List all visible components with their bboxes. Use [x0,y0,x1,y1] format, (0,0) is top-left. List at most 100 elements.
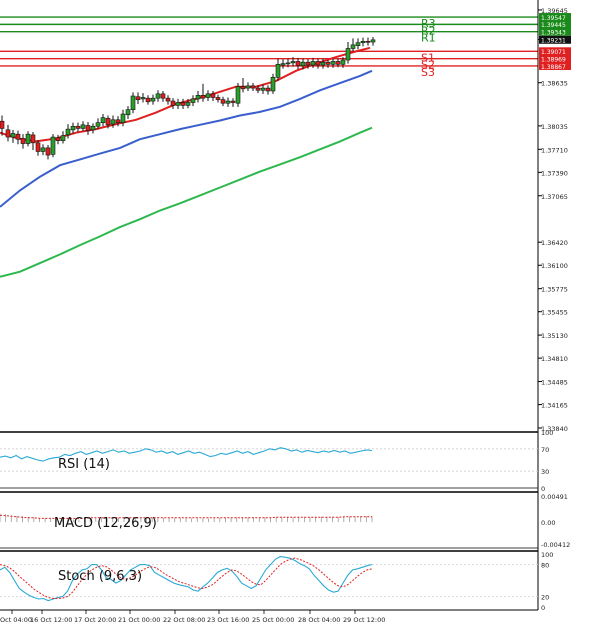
level-price-label-r3: 1.39547 [541,15,566,22]
candle-body [100,117,106,123]
candle-body [340,59,346,65]
y-tick-label: 1.34810 [541,355,568,363]
candle-body [165,97,171,102]
candle-body [315,61,321,66]
level-name-s1: S1 [421,51,435,64]
x-tick-label: 21 Oct 00:00 [118,616,160,624]
candle-body [25,133,31,144]
candle-body [220,99,226,104]
macd-tick-label: 0.00 [541,519,555,527]
candle-body [335,61,341,65]
x-tick-label: 17 Oct 20:00 [74,616,116,624]
candle-body [205,93,211,98]
candle-body [10,133,16,138]
candle-body [310,61,316,66]
candle-body [145,97,151,103]
candle-body [55,137,61,141]
candle-body [45,147,51,156]
candle-body [90,125,96,131]
candle-body [160,93,166,99]
candle-body [245,85,251,89]
candle-body [320,61,326,66]
candle-body [295,61,301,67]
moving-average-line-2 [0,126,373,278]
candle-body [305,61,311,66]
candle-body [0,120,5,129]
candle-body [155,93,161,99]
level-name-s3: S3 [421,66,435,79]
candles-layer [0,36,376,160]
candle-body [185,102,191,106]
candle-body [95,122,101,127]
candle-body [210,93,216,98]
y-tick-label: 1.37390 [541,169,568,177]
candle-body [195,94,201,100]
candle-body [255,87,261,91]
level-name-r3: R3 [421,17,436,30]
candle-body [40,147,46,152]
rsi-tick-label: 70 [541,446,549,454]
level-price-label-s2: 1.38969 [541,56,566,63]
macd-tick-label: -0.00412 [541,541,570,549]
y-tick-label: 1.36420 [541,239,568,247]
x-tick-label: 23 Oct 16:00 [207,616,249,624]
level-price-box-r3 [539,13,571,22]
y-axis-layer: 1.396451.392351.386351.380351.377101.373… [537,0,571,610]
stoch-d-line [0,557,373,599]
level-price-box-s2 [539,54,571,63]
candle-body [70,125,76,131]
candle-body [20,138,26,144]
candle-body [355,42,361,46]
candle-body [235,86,241,104]
y-tick-label: 1.38635 [541,80,568,88]
rsi-tick-label: 100 [541,429,553,437]
candle-body [85,125,91,131]
candle-body [350,44,356,49]
candle-body [35,142,41,152]
candle-body [110,119,116,125]
candle-body [60,135,66,141]
candle-body [280,63,286,66]
candle-body [345,48,351,61]
candle-body [190,98,196,103]
candle-body [360,40,366,44]
candle-body [290,61,296,64]
y-tick-label: 1.37710 [541,146,568,154]
candle-body [80,124,86,129]
macd-signal-line [0,514,372,519]
rsi-line [0,447,373,462]
candle-body [240,86,246,90]
x-tick-label: 22 Oct 08:00 [163,616,205,624]
candle-body [170,100,176,106]
level-price-label-s3: 1.38867 [541,64,566,71]
candle-body [230,100,236,103]
level-price-box-r2 [539,20,571,29]
candle-body [325,61,331,65]
current-price-box [539,35,571,44]
candle-body [215,97,221,100]
candle-body [225,100,231,104]
level-name-r2: R2 [421,24,436,37]
stoch-label: Stoch (9,6,3) [58,569,142,584]
candle-body [125,109,131,116]
x-tick-label: Oct 04:00 [0,616,32,624]
candle-body [105,118,111,126]
candle-body [275,64,281,78]
level-price-box-s3 [539,61,571,70]
stoch-tick-label: 100 [541,551,553,559]
rsi-tick-label: 0 [541,485,545,493]
candle-body [260,87,266,91]
current-price-label: 1.39231 [541,38,566,45]
candle-body [270,76,276,92]
stoch-tick-label: 0 [541,604,545,612]
candle-body [175,102,181,106]
rsi-tick-label: 30 [541,468,549,476]
candle-body [65,128,71,136]
candle-body [120,113,126,123]
moving-average-line-1 [0,69,373,208]
y-tick-label: 1.35130 [541,332,568,340]
